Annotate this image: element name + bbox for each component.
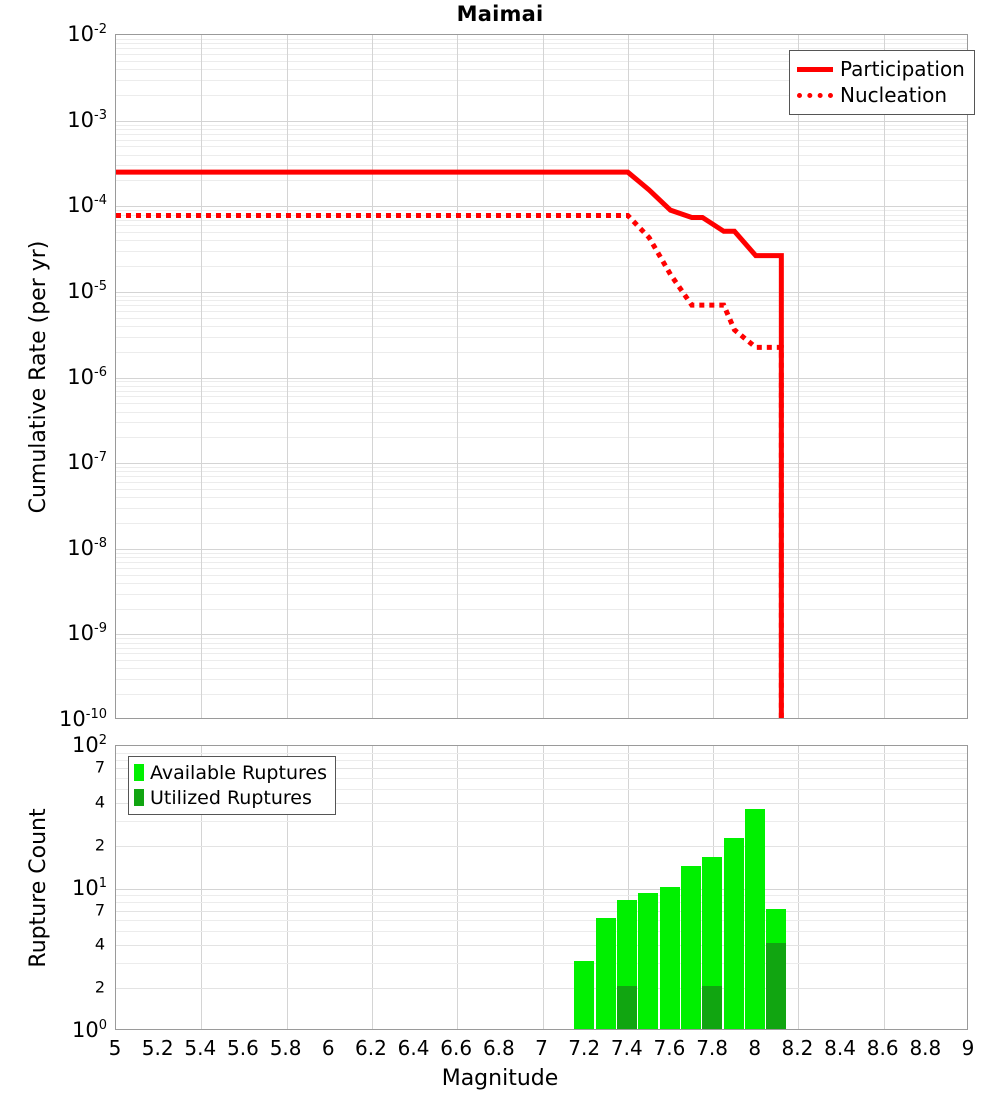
- bar-available-ruptures: [681, 866, 701, 1029]
- bar-group[interactable]: [766, 909, 786, 1029]
- cumulative-rate-plot: [115, 34, 968, 719]
- bar-group[interactable]: [681, 866, 701, 1029]
- y-tick-label-bottom: 102: [72, 733, 107, 757]
- x-axis-label: Magnitude: [0, 1066, 1000, 1091]
- y-axis-label-bottom: Rupture Count: [26, 808, 51, 967]
- x-tick-label: 8.8: [909, 1036, 941, 1060]
- legend-label-nucleation: Nucleation: [840, 83, 947, 107]
- legend-top[interactable]: Participation Nucleation: [789, 50, 975, 115]
- legend-bottom[interactable]: Available Ruptures Utilized Ruptures: [128, 756, 336, 815]
- bar-available-ruptures: [660, 887, 680, 1030]
- bar-available-ruptures: [638, 893, 658, 1029]
- curve-nucleation: [116, 215, 781, 719]
- y-tick-label-bottom: 100: [72, 1018, 107, 1042]
- bar-utilized-ruptures: [617, 986, 637, 1029]
- x-tick-label: 6.8: [483, 1036, 515, 1060]
- x-tick-label: 5.4: [184, 1036, 216, 1060]
- rate-curves: [116, 35, 968, 719]
- legend-item-participation[interactable]: Participation: [797, 56, 965, 82]
- y-tick-label-top: 10-10: [59, 707, 107, 731]
- x-tick-label: 5.2: [142, 1036, 174, 1060]
- y-tick-label-top: 10-7: [67, 450, 107, 474]
- x-tick-label: 7.6: [654, 1036, 686, 1060]
- x-tick-label: 8.4: [824, 1036, 856, 1060]
- y-minor-tick-label: 4: [95, 935, 105, 954]
- y-tick-label-top: 10-8: [67, 536, 107, 560]
- legend-item-utilized-ruptures[interactable]: Utilized Ruptures: [134, 785, 327, 810]
- y-tick-label-top: 10-9: [67, 621, 107, 645]
- x-tick-label: 8.6: [867, 1036, 899, 1060]
- x-tick-label: 7.8: [696, 1036, 728, 1060]
- bar-group[interactable]: [638, 893, 658, 1029]
- x-tick-label: 6.4: [398, 1036, 430, 1060]
- y-minor-tick-label: 2: [95, 978, 105, 997]
- available-swatch: [134, 764, 144, 781]
- page-title: Maimai: [0, 2, 1000, 26]
- curve-participation: [116, 172, 781, 719]
- bar-group[interactable]: [702, 857, 722, 1029]
- x-tick-label: 8: [748, 1036, 761, 1060]
- legend-item-nucleation[interactable]: Nucleation: [797, 82, 965, 108]
- x-tick-label: 9: [962, 1036, 975, 1060]
- x-tick-label: 5.6: [227, 1036, 259, 1060]
- legend-item-available-ruptures[interactable]: Available Ruptures: [134, 760, 327, 785]
- dotted-line-swatch: [797, 93, 833, 98]
- line-swatch: [797, 67, 833, 72]
- bar-available-ruptures: [596, 918, 616, 1029]
- bar-group[interactable]: [660, 887, 680, 1030]
- y-tick-label-bottom: 101: [72, 876, 107, 900]
- y-tick-label-top: 10-2: [67, 22, 107, 46]
- y-tick-label-top: 10-4: [67, 193, 107, 217]
- y-minor-tick-label: 7: [95, 900, 105, 919]
- bar-available-ruptures: [724, 838, 744, 1029]
- x-tick-label: 7.2: [568, 1036, 600, 1060]
- y-minor-tick-label: 7: [95, 758, 105, 777]
- bar-group[interactable]: [745, 809, 765, 1029]
- x-tick-label: 7: [535, 1036, 548, 1060]
- x-tick-label: 5.8: [270, 1036, 302, 1060]
- figure-root: Maimai Participation Nucleation Availabl…: [0, 0, 1000, 1100]
- legend-label-participation: Participation: [840, 57, 965, 81]
- x-tick-label: 6.2: [355, 1036, 387, 1060]
- bar-group[interactable]: [617, 900, 637, 1029]
- bar-utilized-ruptures: [702, 986, 722, 1029]
- y-tick-label-top: 10-3: [67, 108, 107, 132]
- bar-group[interactable]: [724, 838, 744, 1029]
- bar-available-ruptures: [745, 809, 765, 1029]
- bar-group[interactable]: [574, 961, 594, 1029]
- legend-label-available-ruptures: Available Ruptures: [150, 762, 327, 784]
- x-tick-label: 6.6: [440, 1036, 472, 1060]
- y-minor-tick-label: 2: [95, 835, 105, 854]
- bar-available-ruptures: [574, 961, 594, 1029]
- x-tick-label: 8.2: [781, 1036, 813, 1060]
- x-tick-label: 7.4: [611, 1036, 643, 1060]
- bar-utilized-ruptures: [766, 943, 786, 1029]
- x-tick-label: 6: [322, 1036, 335, 1060]
- legend-label-utilized-ruptures: Utilized Ruptures: [150, 787, 312, 809]
- y-tick-label-top: 10-6: [67, 365, 107, 389]
- utilized-swatch: [134, 789, 144, 806]
- y-minor-tick-label: 4: [95, 792, 105, 811]
- y-tick-label-top: 10-5: [67, 279, 107, 303]
- y-axis-label-top: Cumulative Rate (per yr): [26, 240, 51, 513]
- bar-group[interactable]: [596, 918, 616, 1029]
- x-tick-label: 5: [109, 1036, 122, 1060]
